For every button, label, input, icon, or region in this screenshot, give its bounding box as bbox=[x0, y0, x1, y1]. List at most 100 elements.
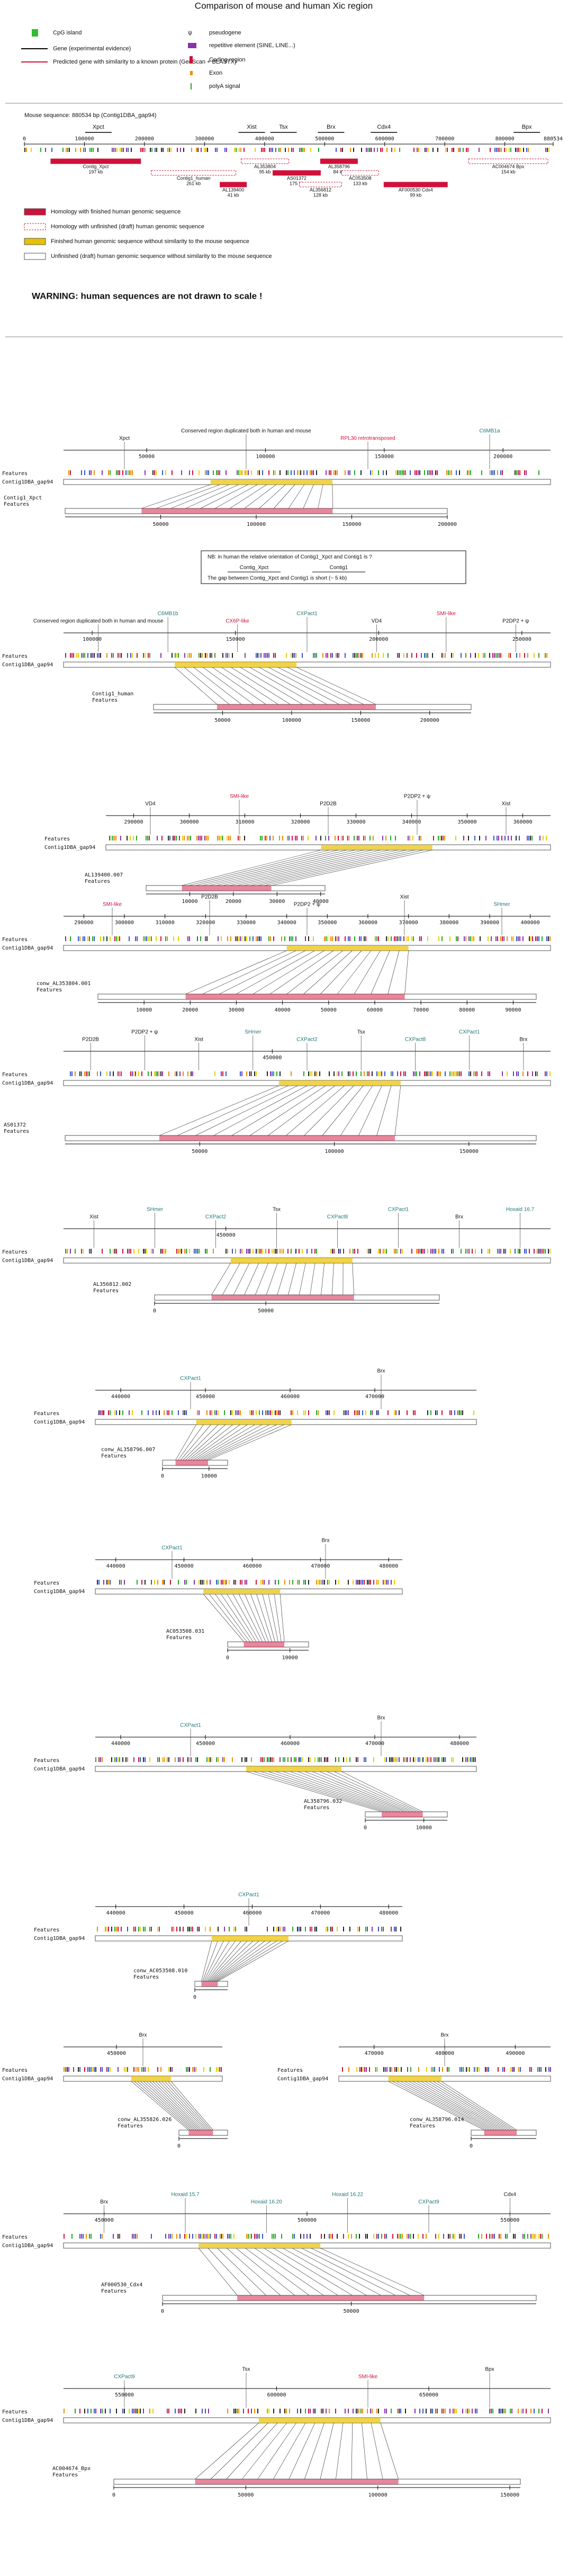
feature bbox=[349, 1071, 350, 1076]
feature bbox=[102, 1410, 103, 1415]
feature bbox=[470, 470, 471, 475]
feature bbox=[257, 936, 258, 941]
feature bbox=[332, 653, 333, 658]
feature bbox=[161, 148, 162, 152]
feature bbox=[354, 836, 355, 840]
feature bbox=[100, 1071, 101, 1076]
feature bbox=[284, 936, 285, 941]
feature bbox=[187, 836, 188, 840]
mouse-name: Contig1DBA_gap94 bbox=[34, 1589, 85, 1595]
annotation: Conserved region duplicated both in huma… bbox=[33, 619, 164, 624]
feature bbox=[441, 836, 442, 840]
legend-label: repetitive element (SINE, LINE...) bbox=[209, 42, 295, 49]
feature bbox=[505, 2409, 506, 2413]
feature bbox=[542, 936, 543, 941]
tick-label: 100000 bbox=[256, 454, 275, 460]
tick-label: 600000 bbox=[375, 136, 394, 142]
feature bbox=[402, 2234, 403, 2239]
feature bbox=[199, 1580, 200, 1585]
feature bbox=[411, 936, 412, 941]
tick-label: 0 bbox=[470, 2143, 473, 2149]
feature bbox=[216, 1757, 217, 1762]
feature bbox=[303, 470, 304, 475]
feature bbox=[497, 653, 498, 658]
feature bbox=[545, 1249, 546, 1254]
human-name: AL358796.032 bbox=[304, 1799, 342, 1804]
feature bbox=[155, 148, 156, 152]
feature bbox=[122, 1757, 123, 1762]
feature bbox=[457, 1410, 458, 1415]
feature bbox=[503, 1249, 504, 1254]
feature bbox=[183, 1757, 184, 1762]
feature bbox=[378, 1580, 379, 1585]
feature bbox=[513, 1071, 514, 1076]
feature bbox=[494, 653, 495, 658]
human-name: conw_AL355826.026 bbox=[118, 2117, 172, 2123]
feature bbox=[522, 936, 524, 941]
feature bbox=[337, 1927, 338, 1931]
feature bbox=[324, 1580, 325, 1585]
tick-label: 310000 bbox=[156, 920, 175, 926]
feature bbox=[548, 2409, 549, 2413]
feature bbox=[218, 470, 219, 475]
feature bbox=[187, 653, 188, 658]
feature bbox=[518, 936, 519, 941]
feature bbox=[427, 653, 428, 658]
feature bbox=[293, 148, 294, 152]
feature bbox=[459, 148, 461, 152]
feature bbox=[254, 2234, 255, 2239]
feature bbox=[434, 1757, 435, 1762]
feature bbox=[357, 1580, 358, 1585]
feature bbox=[106, 2067, 107, 2072]
feature bbox=[267, 653, 268, 658]
feature bbox=[354, 653, 355, 658]
annotation: CXPact1 bbox=[388, 1207, 409, 1213]
feature bbox=[316, 470, 317, 475]
feature bbox=[391, 936, 392, 941]
feature bbox=[360, 1580, 362, 1585]
feature bbox=[257, 653, 258, 658]
feature bbox=[451, 1249, 452, 1254]
feature bbox=[308, 1580, 309, 1585]
feature bbox=[337, 653, 338, 658]
homology-block bbox=[182, 885, 272, 891]
feature bbox=[531, 836, 533, 840]
feature bbox=[66, 148, 67, 152]
feature bbox=[297, 1410, 298, 1415]
feature bbox=[289, 2409, 290, 2413]
feature bbox=[281, 936, 282, 941]
feature bbox=[216, 2234, 217, 2239]
feature bbox=[542, 2409, 543, 2413]
feature bbox=[363, 836, 364, 840]
feature bbox=[264, 653, 265, 658]
feature bbox=[211, 1410, 212, 1415]
feature bbox=[187, 1927, 188, 1931]
feature bbox=[353, 1580, 354, 1585]
feature bbox=[337, 1071, 338, 1076]
annotation: Brx bbox=[322, 1538, 330, 1544]
mouse-name: Contig1DBA_gap94 bbox=[44, 845, 95, 851]
feature bbox=[488, 2067, 489, 2072]
tick-label: 50000 bbox=[192, 1149, 208, 1155]
feature bbox=[332, 936, 333, 941]
feature bbox=[445, 2409, 446, 2413]
feature bbox=[233, 2409, 235, 2413]
feature bbox=[210, 1580, 211, 1585]
feature bbox=[322, 653, 323, 658]
tick-label: 50000 bbox=[344, 2309, 359, 2314]
feature bbox=[369, 836, 371, 840]
feature bbox=[335, 936, 336, 941]
feature bbox=[65, 653, 66, 658]
feature bbox=[189, 936, 190, 941]
feature bbox=[224, 1410, 225, 1415]
tick-label: 800000 bbox=[495, 136, 515, 142]
feature bbox=[78, 2067, 79, 2072]
homology-block bbox=[321, 845, 432, 850]
feature bbox=[386, 1580, 387, 1585]
mouse-title: Mouse sequence: 880534 bp (Contig1DBA_ga… bbox=[24, 112, 157, 119]
feature bbox=[292, 653, 293, 658]
feature bbox=[341, 836, 342, 840]
feature bbox=[314, 1757, 315, 1762]
feature bbox=[316, 653, 317, 658]
feature bbox=[140, 1757, 141, 1762]
